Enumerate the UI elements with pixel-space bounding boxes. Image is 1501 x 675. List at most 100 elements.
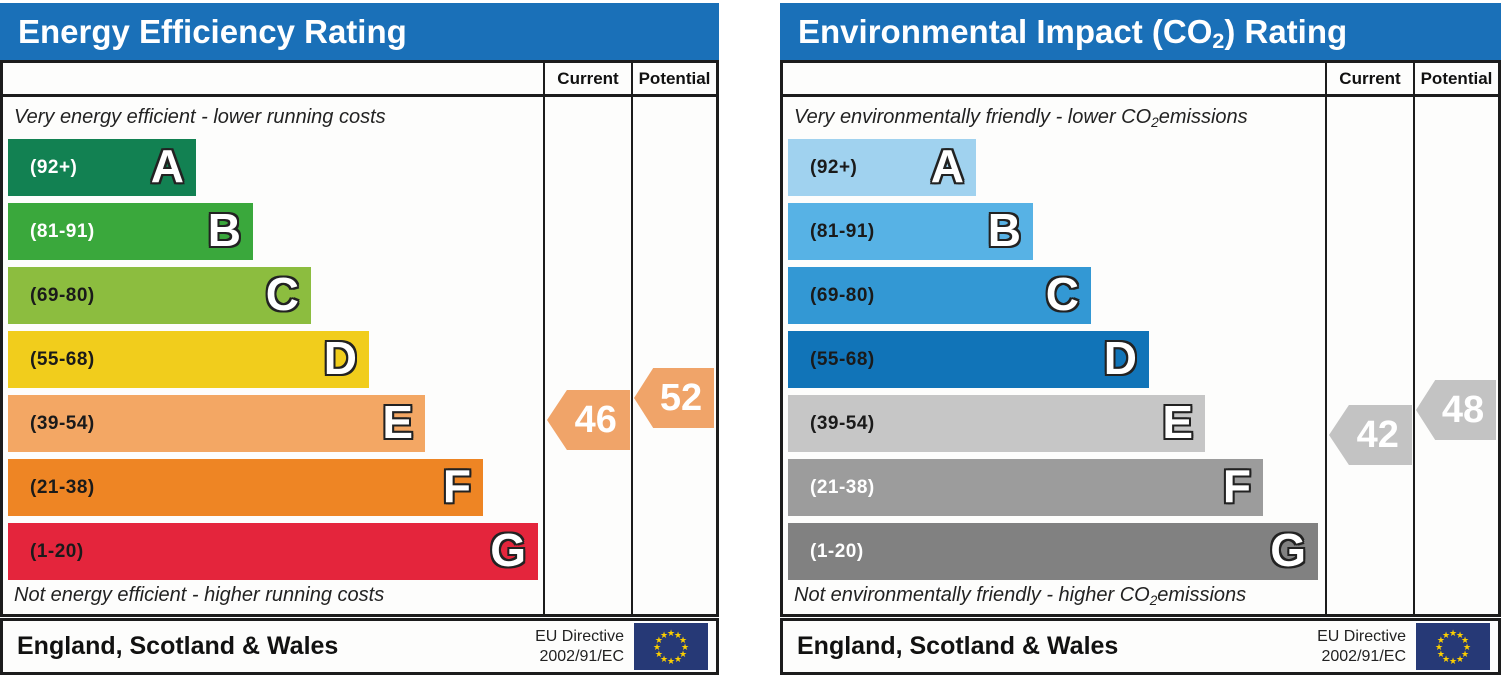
title-subscript: 2 <box>1212 29 1225 53</box>
band-d-range: (55-68) <box>810 348 875 370</box>
band-e-range: (39-54) <box>810 412 875 434</box>
caption-text-end: emissions <box>1157 583 1247 606</box>
energy-band-chart: Very energy efficient - lower running co… <box>3 97 543 614</box>
caption-subscript: 2 <box>1151 115 1159 130</box>
band-a: (92+) A <box>8 139 196 196</box>
svg-text:★: ★ <box>679 650 687 660</box>
svg-text:★: ★ <box>1437 636 1445 646</box>
svg-text:★: ★ <box>1463 643 1471 653</box>
environmental-impact-panel: Environmental Impact (CO 2) Rating Curren… <box>780 0 1501 675</box>
co2-rating-table: Current Potential Very environmentally f… <box>780 60 1501 617</box>
svg-text:★: ★ <box>681 643 689 653</box>
band-c: (69-80) C <box>788 267 1091 324</box>
eu-directive-label: EU Directive 2002/91/EC <box>1317 627 1406 667</box>
band-f-letter: F <box>1222 459 1251 512</box>
band-g: (1-20) G <box>8 523 538 580</box>
title-text: Energy Efficiency Rating <box>18 12 407 50</box>
band-a: (92+) A <box>788 139 976 196</box>
bottom-caption: Not energy efficient - higher running co… <box>8 580 543 610</box>
svg-text:★: ★ <box>667 629 675 639</box>
band-b: (81-91) B <box>8 203 253 260</box>
header-spacer <box>3 63 543 94</box>
band-d: (55-68) D <box>8 331 369 388</box>
svg-text:★: ★ <box>660 631 668 641</box>
band-f-letter: F <box>442 459 471 512</box>
eu-flag-icon: ★★★ ★★★ ★★★ ★★★ <box>634 623 708 670</box>
potential-rating-value: 48 <box>1441 388 1485 431</box>
band-b-range: (81-91) <box>810 220 875 242</box>
band-a-letter: A <box>930 139 964 192</box>
current-rating-value: 42 <box>1356 413 1399 456</box>
caption-text: Very energy efficient - lower running co… <box>14 105 386 128</box>
band-d-letter: D <box>1103 331 1137 384</box>
caption-text: Not energy efficient - higher running co… <box>14 583 385 606</box>
band-c-letter: C <box>1045 267 1079 320</box>
svg-text:★: ★ <box>1435 643 1443 653</box>
header-spacer <box>783 63 1325 94</box>
band-g-range: (1-20) <box>810 540 864 562</box>
energy-footer: England, Scotland & Wales EU Directive 2… <box>0 618 719 675</box>
band-a-letter: A <box>150 139 184 192</box>
band-f-range: (21-38) <box>810 476 875 498</box>
top-caption: Very energy efficient - lower running co… <box>8 102 543 132</box>
energy-efficiency-panel: Energy Efficiency Rating Current Potenti… <box>0 0 719 675</box>
svg-text:★: ★ <box>1437 650 1445 660</box>
band-b-range: (81-91) <box>30 220 95 242</box>
band-c: (69-80) C <box>8 267 311 324</box>
band-e-letter: E <box>1162 395 1193 448</box>
band-e-letter: E <box>382 395 413 448</box>
current-rating-value: 46 <box>574 398 617 441</box>
svg-text:★: ★ <box>655 650 663 660</box>
svg-text:★: ★ <box>660 655 668 665</box>
band-e-range: (39-54) <box>30 412 95 434</box>
band-c-range: (69-80) <box>810 284 875 306</box>
current-rating-arrow: 42 <box>1329 405 1412 465</box>
band-d-range: (55-68) <box>30 348 95 370</box>
band-f: (21-38) F <box>8 459 483 516</box>
co2-footer: England, Scotland & Wales EU Directive 2… <box>780 618 1501 675</box>
eu-directive-label: EU Directive 2002/91/EC <box>535 627 624 667</box>
band-g-letter: G <box>1270 523 1306 576</box>
svg-text:★: ★ <box>1442 655 1450 665</box>
svg-text:★: ★ <box>667 657 675 667</box>
current-value-column: 42 <box>1325 97 1413 614</box>
svg-text:★: ★ <box>1461 636 1469 646</box>
title-text-end: ) Rating <box>1224 12 1348 50</box>
directive-line2: 2002/91/EC <box>1321 647 1406 665</box>
current-column-header: Current <box>1325 63 1413 94</box>
band-c-letter: C <box>265 267 299 320</box>
current-value-column: 46 <box>543 97 631 614</box>
band-f: (21-38) F <box>788 459 1263 516</box>
table-header-row: Current Potential <box>783 63 1498 97</box>
energy-efficiency-title: Energy Efficiency Rating <box>0 3 719 60</box>
band-d: (55-68) D <box>788 331 1149 388</box>
band-f-range: (21-38) <box>30 476 95 498</box>
band-a-range: (92+) <box>810 156 858 178</box>
band-e: (39-54) E <box>8 395 425 452</box>
title-text: Environmental Impact (CO <box>798 12 1213 50</box>
band-b-letter: B <box>207 203 241 256</box>
svg-text:★: ★ <box>1456 631 1464 641</box>
environmental-impact-title: Environmental Impact (CO 2) Rating <box>780 3 1501 60</box>
potential-column-header: Potential <box>1413 63 1498 94</box>
eu-flag-icon: ★★★ ★★★ ★★★ ★★★ <box>1416 623 1490 670</box>
band-g: (1-20) G <box>788 523 1318 580</box>
band-g-range: (1-20) <box>30 540 84 562</box>
band-b: (81-91) B <box>788 203 1033 260</box>
energy-rating-table: Current Potential Very energy efficient … <box>0 60 719 617</box>
potential-value-column: 48 <box>1413 97 1498 614</box>
region-label: England, Scotland & Wales <box>797 632 1119 660</box>
band-d-letter: D <box>323 331 357 384</box>
potential-rating-arrow: 48 <box>1416 380 1496 440</box>
svg-text:★: ★ <box>1449 657 1457 667</box>
potential-value-column: 52 <box>631 97 716 614</box>
svg-text:★: ★ <box>1442 631 1450 641</box>
region-label: England, Scotland & Wales <box>17 632 339 660</box>
current-column-header: Current <box>543 63 631 94</box>
svg-text:★: ★ <box>1449 629 1457 639</box>
band-g-letter: G <box>490 523 526 576</box>
bottom-caption: Not environmentally friendly - higher CO… <box>788 580 1325 610</box>
band-e: (39-54) E <box>788 395 1205 452</box>
directive-line1: EU Directive <box>535 627 624 645</box>
